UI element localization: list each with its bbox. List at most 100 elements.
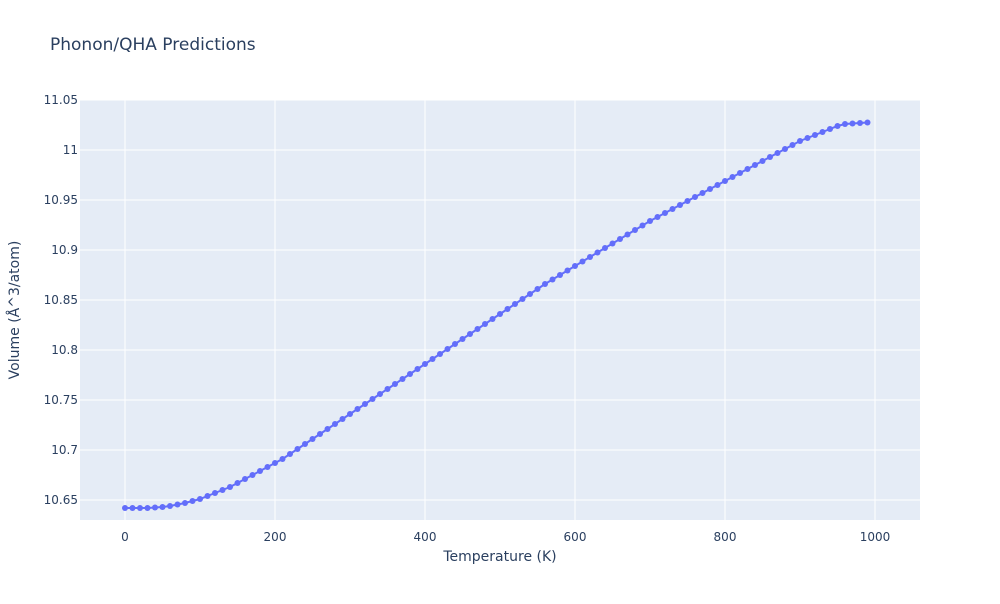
- data-point[interactable]: [572, 263, 578, 269]
- data-point[interactable]: [422, 361, 428, 367]
- data-point[interactable]: [669, 206, 676, 212]
- data-point[interactable]: [609, 240, 616, 247]
- data-point[interactable]: [377, 391, 383, 397]
- data-point[interactable]: [452, 341, 458, 347]
- data-point[interactable]: [309, 436, 316, 442]
- data-point[interactable]: [774, 150, 781, 156]
- data-point[interactable]: [122, 505, 128, 511]
- data-point[interactable]: [302, 441, 308, 447]
- data-point[interactable]: [272, 460, 278, 466]
- data-point[interactable]: [729, 174, 736, 180]
- data-point[interactable]: [692, 194, 698, 200]
- data-point[interactable]: [542, 281, 548, 287]
- data-point[interactable]: [234, 480, 241, 486]
- data-point[interactable]: [684, 198, 691, 204]
- data-point[interactable]: [827, 126, 833, 132]
- data-point[interactable]: [677, 202, 683, 208]
- data-point[interactable]: [339, 416, 346, 422]
- data-point[interactable]: [519, 296, 526, 302]
- data-point[interactable]: [842, 121, 848, 127]
- data-point[interactable]: [407, 371, 413, 377]
- data-point[interactable]: [744, 166, 751, 172]
- data-point[interactable]: [362, 401, 368, 407]
- data-point[interactable]: [437, 351, 443, 357]
- data-point[interactable]: [617, 236, 623, 242]
- data-point[interactable]: [182, 500, 188, 506]
- data-point[interactable]: [722, 178, 728, 184]
- data-point[interactable]: [849, 120, 856, 127]
- data-point[interactable]: [137, 505, 143, 511]
- data-point[interactable]: [549, 276, 556, 283]
- data-point[interactable]: [789, 142, 796, 148]
- data-point[interactable]: [714, 182, 721, 188]
- data-point[interactable]: [294, 446, 301, 452]
- data-point[interactable]: [639, 222, 646, 229]
- data-point[interactable]: [782, 146, 788, 152]
- data-point[interactable]: [354, 406, 361, 412]
- data-point[interactable]: [414, 366, 421, 372]
- data-point[interactable]: [632, 227, 638, 233]
- data-point[interactable]: [429, 356, 436, 362]
- data-point[interactable]: [534, 286, 541, 292]
- data-point[interactable]: [144, 505, 151, 511]
- data-point[interactable]: [602, 245, 608, 251]
- data-point[interactable]: [804, 135, 811, 141]
- data-point[interactable]: [347, 411, 353, 417]
- data-point[interactable]: [834, 123, 841, 129]
- data-point[interactable]: [264, 464, 271, 470]
- data-point[interactable]: [204, 493, 211, 499]
- data-point[interactable]: [219, 487, 226, 493]
- data-point[interactable]: [497, 311, 503, 317]
- data-point[interactable]: [819, 129, 826, 135]
- data-point[interactable]: [129, 505, 136, 511]
- data-point[interactable]: [624, 231, 631, 238]
- data-point[interactable]: [174, 501, 181, 508]
- data-point[interactable]: [474, 326, 481, 332]
- data-point[interactable]: [579, 258, 586, 265]
- data-point[interactable]: [594, 249, 601, 256]
- data-point[interactable]: [324, 426, 331, 432]
- data-point[interactable]: [737, 170, 743, 176]
- data-point[interactable]: [489, 316, 496, 322]
- data-point[interactable]: [707, 186, 713, 192]
- data-point[interactable]: [767, 154, 773, 160]
- data-point[interactable]: [279, 456, 286, 462]
- data-point[interactable]: [332, 421, 338, 427]
- data-point[interactable]: [459, 336, 466, 342]
- data-point[interactable]: [699, 190, 706, 196]
- data-point[interactable]: [287, 451, 293, 457]
- data-point[interactable]: [812, 132, 818, 138]
- data-point[interactable]: [384, 386, 391, 392]
- data-point[interactable]: [504, 306, 511, 312]
- data-point[interactable]: [857, 120, 863, 126]
- data-point[interactable]: [167, 503, 173, 509]
- data-point[interactable]: [392, 381, 398, 387]
- data-point[interactable]: [662, 210, 668, 216]
- data-point[interactable]: [189, 498, 196, 504]
- data-point[interactable]: [212, 490, 218, 496]
- data-point[interactable]: [564, 267, 571, 274]
- data-point[interactable]: [752, 162, 758, 168]
- data-point[interactable]: [399, 376, 406, 382]
- data-point[interactable]: [647, 218, 653, 224]
- data-point[interactable]: [159, 504, 166, 510]
- data-point[interactable]: [467, 331, 473, 337]
- data-point[interactable]: [227, 484, 233, 490]
- data-point[interactable]: [797, 138, 803, 144]
- data-point[interactable]: [369, 396, 376, 402]
- data-point[interactable]: [444, 346, 451, 352]
- data-point[interactable]: [152, 504, 158, 511]
- data-point[interactable]: [512, 301, 518, 307]
- data-point[interactable]: [527, 291, 533, 297]
- data-point[interactable]: [482, 321, 488, 327]
- data-point[interactable]: [257, 468, 263, 474]
- data-point[interactable]: [759, 158, 766, 164]
- data-point[interactable]: [557, 272, 563, 278]
- data-point[interactable]: [864, 119, 871, 126]
- data-point[interactable]: [249, 472, 256, 478]
- data-point[interactable]: [197, 496, 203, 502]
- data-point[interactable]: [242, 476, 248, 482]
- data-point[interactable]: [654, 214, 661, 220]
- data-point[interactable]: [317, 431, 323, 437]
- data-point[interactable]: [587, 254, 593, 260]
